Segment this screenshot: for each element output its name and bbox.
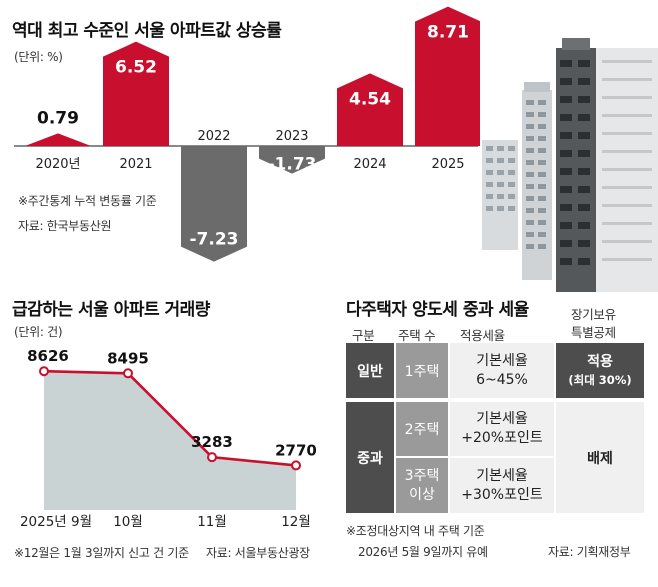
area-value-label: 3283 (191, 433, 233, 451)
bar-category-label: 2021 (119, 157, 152, 172)
table-header-deduction-2: 특별공제 (571, 325, 616, 340)
row-general-deduction-value: 적용 (587, 353, 613, 370)
bar-arrow-2024 (337, 73, 403, 146)
bar-chart-note: ※주간통계 누적 변동률 기준 (18, 194, 157, 208)
bar-arrow-2020년 (25, 133, 91, 146)
area-chart-source: 자료: 서울부동산광장 (206, 546, 310, 560)
area-category-label: 12월 (281, 514, 311, 530)
row-general-count: 1주택 (396, 343, 448, 398)
row-2house-rate-base: 기본세율 (476, 411, 528, 427)
area-category-label: 11월 (197, 514, 227, 530)
bar-chart-title: 역대 최고 수준인 서울 아파트값 상승률 (12, 21, 282, 41)
area-category-label: 2025년 9월 (20, 514, 92, 530)
row-2house-count: 2주택 (396, 402, 448, 456)
bar-category-label: 2020년 (35, 157, 80, 172)
row-3house-count-1: 3주택 (404, 467, 440, 484)
row-general-rate-range: 6~45% (476, 371, 528, 388)
area-chart-note: ※12월은 1월 3일까지 신고 건 기준 (14, 546, 189, 560)
area-chart-title: 급감하는 서울 아파트 거래량 (12, 300, 210, 320)
table-header-rate: 적용세율 (460, 328, 505, 343)
bar-arrow-2025 (415, 6, 480, 146)
row-2house-rate: 기본세율 +20%포인트 (450, 402, 554, 456)
bar-category-label: 2022 (197, 129, 230, 144)
table-header-group: 구분 (352, 328, 375, 343)
row-heavy-deduction: 배제 (556, 402, 644, 513)
row-2house-rate-add: +20%포인트 (461, 430, 543, 446)
row-3house-count-2: 이상 (409, 486, 435, 503)
bar-category-label: 2023 (275, 129, 308, 144)
table-header-count: 주택 수 (398, 328, 436, 343)
area-value-label: 8626 (27, 347, 69, 365)
table-header-deduction-1: 장기보유 (571, 307, 616, 322)
table-note-2: 2026년 5월 9일까지 유예 (358, 545, 488, 559)
bar-category-label: 2025 (431, 157, 464, 172)
row-general-rate: 기본세율 6~45% (450, 343, 554, 398)
bar-arrow-2023 (259, 146, 325, 174)
area-chart-unit: (단위: 건) (14, 325, 63, 339)
table-note: ※조정대상지역 내 주택 기준 (346, 524, 485, 538)
table-title: 다주택자 양도세 중과 세율 (346, 300, 529, 320)
area-value-label: 2770 (275, 441, 317, 459)
area-point (207, 452, 217, 463)
row-3house-rate: 기본세율 +30%포인트 (450, 458, 554, 513)
bar-category-label: 2024 (353, 157, 386, 172)
area-point (291, 460, 301, 471)
row-general-deduction-sub: (최대 30%) (568, 372, 632, 387)
area-value-label: 8495 (107, 349, 149, 367)
bar-value-label: -7.23 (190, 230, 239, 250)
bar-value-label: 6.52 (115, 58, 157, 78)
area-fill (44, 371, 296, 510)
bar-value-label: 4.54 (349, 89, 391, 109)
row-general-group: 일반 (346, 343, 394, 398)
row-general-rate-base: 기본세율 (476, 352, 528, 369)
area-category-label: 10월 (113, 514, 143, 530)
area-line (43, 369, 297, 467)
bar-arrow-2021 (103, 41, 169, 146)
row-3house-rate-base: 기본세율 (476, 467, 528, 484)
bar-value-label: -1.73 (268, 155, 317, 175)
bar-chart-source: 자료: 한국부동산원 (18, 219, 112, 233)
bar-arrow-2022 (181, 146, 247, 262)
row-general-deduction: 적용 (최대 30%) (556, 343, 644, 398)
bar-value-label: 0.79 (37, 108, 79, 128)
area-point (39, 366, 49, 377)
bar-value-label: 8.71 (427, 23, 469, 43)
tax-table: 일반 1주택 기본세율 6~45% 적용 (최대 30%) 중과 2주택 기본세… (346, 343, 644, 513)
apartment-buildings-illustration (482, 38, 658, 292)
row-3house-count: 3주택 이상 (396, 458, 448, 513)
area-point (123, 368, 133, 379)
bar-chart: 0.79 2020년 6.52 2021 -7.23 2022 -1.73 2023 4.54 2… (14, 6, 480, 262)
area-chart: 8626 2025년 9월 8495 10월 3283 11월 2770 12월 (20, 347, 317, 530)
row-heavy-group: 중과 (346, 402, 394, 513)
row-3house-rate-add: +30%포인트 (461, 486, 543, 503)
table-source: 자료: 기획재정부 (548, 545, 631, 559)
bar-chart-unit: (단위: %) (14, 50, 63, 64)
